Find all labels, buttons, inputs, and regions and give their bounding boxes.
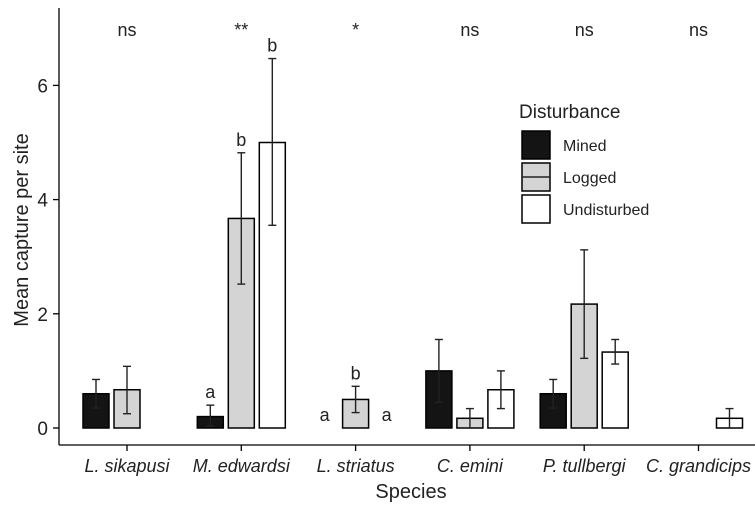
x-tick-label: C. grandicips	[646, 456, 751, 476]
group-letter: a	[320, 405, 331, 425]
y-ticks: 0 2 4 6	[37, 76, 59, 440]
error-bars	[92, 57, 734, 429]
x-tick-label: L. sikapusi	[84, 456, 170, 476]
group-letter: b	[236, 130, 246, 150]
significance-label: **	[234, 20, 248, 40]
group-letter: b	[267, 36, 277, 56]
y-axis-title: Mean capture per site	[11, 133, 33, 326]
bars	[82, 141, 744, 429]
y-tick-label: 0	[37, 419, 48, 440]
x-ticks: L. sikapusi M. edwardsi L. striatus C. emin…	[84, 445, 751, 476]
group-letter: a	[205, 382, 216, 402]
y-tick-label: 6	[37, 76, 48, 97]
legend-key-mined	[521, 130, 551, 160]
y-tick-label: 4	[37, 191, 48, 212]
significance-label: ns	[460, 20, 479, 40]
legend-label: Undisturbed	[563, 202, 649, 219]
y-tick-label: 2	[37, 305, 48, 326]
x-tick-label: M. edwardsi	[193, 456, 291, 476]
x-tick-label: C. emini	[437, 456, 504, 476]
legend: Disturbance Mined Logged Undisturbed	[519, 102, 649, 224]
significance-label: *	[352, 20, 359, 40]
significance-label: ns	[689, 20, 708, 40]
legend-key-undisturbed	[521, 194, 551, 224]
x-axis-title: Species	[375, 481, 446, 503]
significance-labels: ns ** * ns ns ns	[117, 20, 708, 40]
legend-title: Disturbance	[519, 102, 620, 123]
significance-label: ns	[575, 20, 594, 40]
legend-label: Mined	[563, 138, 607, 155]
x-tick-label: L. striatus	[317, 456, 395, 476]
x-tick-label: P. tullbergi	[543, 456, 627, 476]
group-letters: a a b b b a	[205, 36, 392, 425]
legend-label: Logged	[563, 170, 616, 187]
significance-label: ns	[117, 20, 136, 40]
group-letter: a	[382, 405, 393, 425]
group-letter: b	[351, 363, 361, 383]
